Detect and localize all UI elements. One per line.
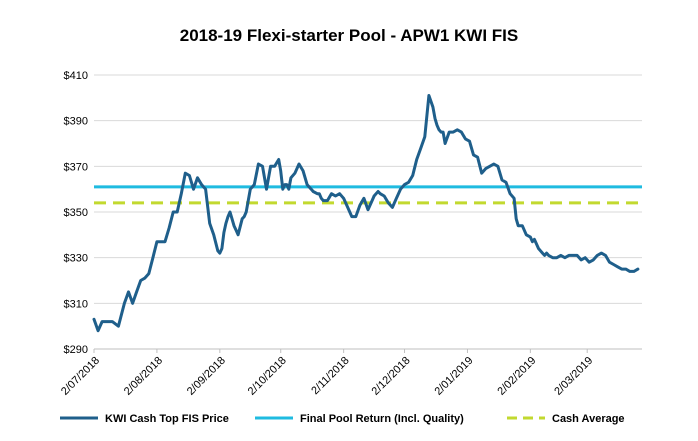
y-tick-label: $330 — [64, 253, 88, 265]
x-tick-label: 2/07/2018 — [59, 355, 102, 398]
x-tick-label: 2/12/2018 — [370, 355, 413, 398]
y-tick-label: $410 — [64, 70, 88, 82]
y-tick-label: $370 — [64, 161, 88, 173]
x-tick-label: 2/09/2018 — [185, 355, 228, 398]
legend-label: Cash Average — [552, 413, 625, 425]
series-line — [92, 94, 640, 333]
y-tick-label: $350 — [64, 207, 88, 219]
x-tick-label: 2/02/2019 — [495, 355, 538, 398]
legend-label: KWI Cash Top FIS Price — [105, 413, 229, 425]
legend-label: Final Pool Return (Incl. Quality) — [300, 413, 464, 425]
y-tick-label: $390 — [64, 116, 88, 128]
x-tick-label: 2/01/2019 — [432, 355, 475, 398]
x-tick-label: 2/08/2018 — [122, 355, 165, 398]
y-tick-label: $310 — [64, 298, 88, 310]
y-tick-label: $290 — [64, 344, 88, 356]
x-tick-label: 2/10/2018 — [246, 355, 289, 398]
x-tick-label: 2/11/2018 — [309, 355, 352, 398]
x-tick-label: 2/03/2019 — [552, 355, 595, 398]
chart-title: 2018-19 Flexi-starter Pool - APW1 KWI FI… — [179, 26, 519, 45]
